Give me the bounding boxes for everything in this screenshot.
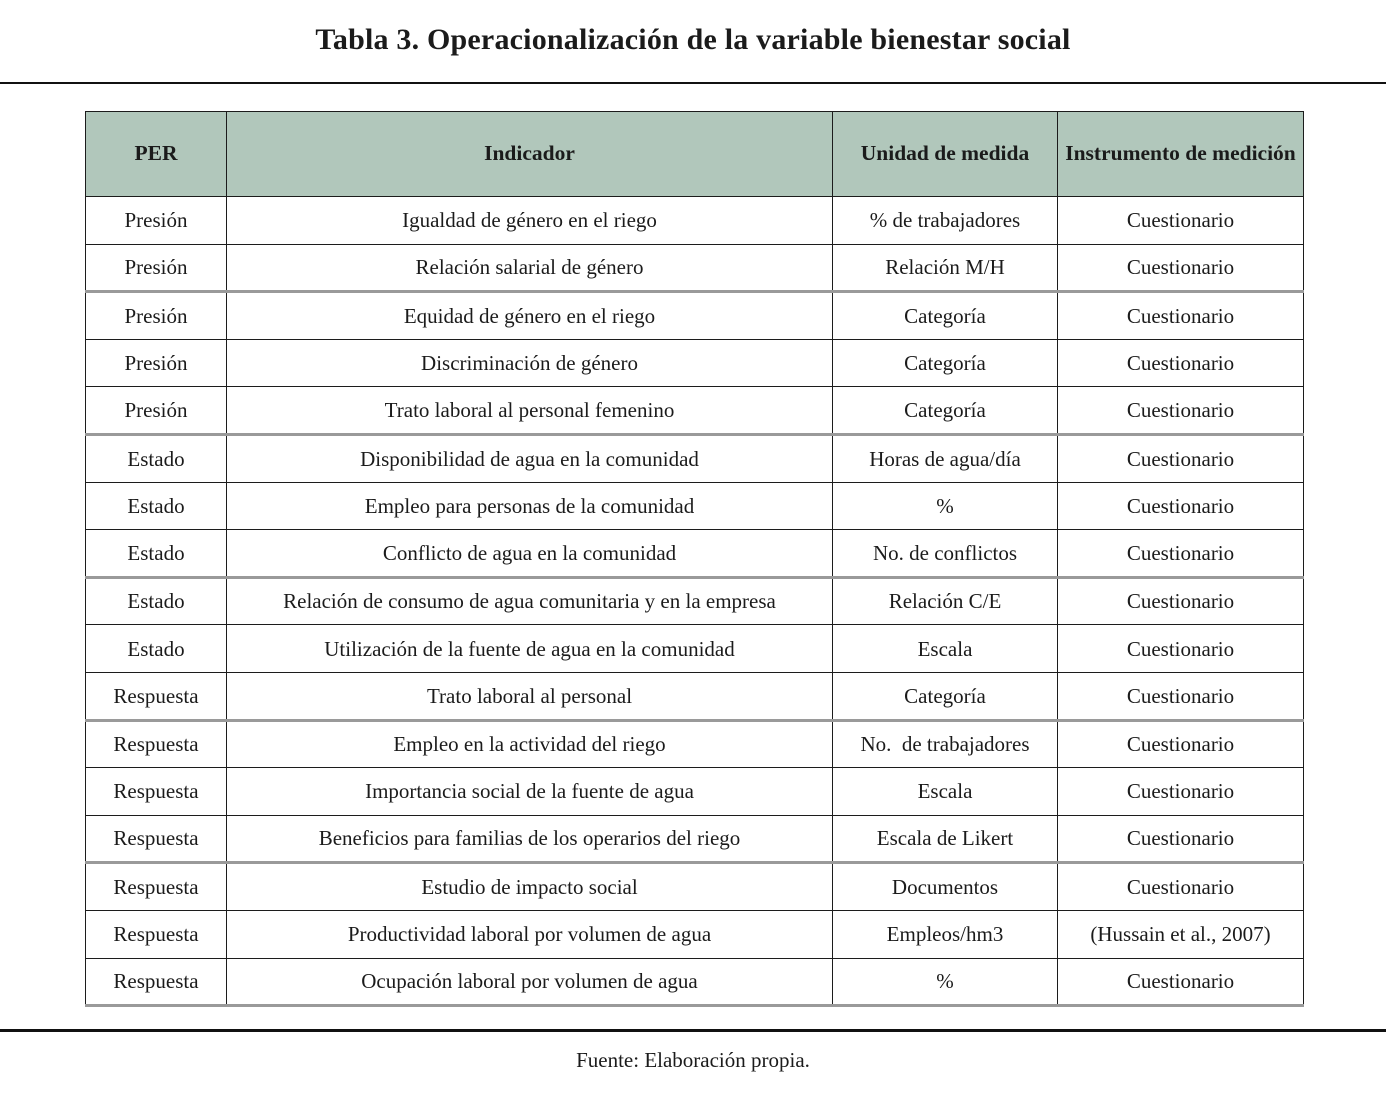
table-row: Presión Igualdad de género en el riego% d… — [85, 196, 1304, 245]
cell-per: Respuesta — [85, 671, 227, 722]
cell-per: Respuesta — [85, 814, 227, 865]
table-row: Respuesta Productividad laboral por volum… — [85, 909, 1304, 959]
cell-instrument: Cuestionario — [1057, 624, 1304, 673]
page-title: Tabla 3. Operacionalización de la variab… — [315, 23, 1071, 56]
cell-indicator: Disponibilidad de agua en la comunidad — [226, 433, 833, 483]
cell-unit: % — [832, 957, 1058, 1008]
cell-instrument: Cuestionario — [1057, 862, 1304, 911]
cell-indicator: Trato laboral al personal — [226, 671, 833, 722]
column-header-per: PER — [85, 111, 227, 197]
cell-unit: Escala — [832, 624, 1058, 673]
cell-instrument: Cuestionario — [1057, 719, 1304, 769]
cell-unit: Categoría — [832, 338, 1058, 388]
cell-instrument: Cuestionario — [1057, 957, 1304, 1008]
column-header-instrument: Instrumento de medición — [1057, 111, 1304, 197]
cell-indicator: Relación de consumo de agua comunitaria … — [226, 576, 833, 626]
cell-per: Estado — [85, 433, 227, 483]
cell-instrument: (Hussain et al., 2007) — [1057, 909, 1304, 959]
cell-indicator: Equidad de género en el riego — [226, 291, 833, 340]
cell-indicator: Relación salarial de género — [226, 243, 833, 294]
table-row: Estado Relación de consumo de agua comuni… — [85, 576, 1304, 626]
table-row: Estado Utilización de la fuente de agua e… — [85, 624, 1304, 673]
table-body: Presión Igualdad de género en el riego% d… — [85, 196, 1304, 1008]
cell-unit: Escala de Likert — [832, 814, 1058, 865]
cell-unit: Categoría — [832, 671, 1058, 722]
cell-indicator: Beneficios para familias de los operario… — [226, 814, 833, 865]
cell-indicator: Empleo para personas de la comunidad — [226, 481, 833, 531]
table-row: Respuesta Empleo en la actividad del rieg… — [85, 719, 1304, 769]
cell-indicator: Ocupación laboral por volumen de agua — [226, 957, 833, 1008]
table-row: Estado Conflicto de agua en la comunidad N… — [85, 529, 1304, 579]
table-row: Respuesta Trato laboral al personal Catego… — [85, 671, 1304, 722]
cell-indicator: Empleo en la actividad del riego — [226, 719, 833, 769]
cell-indicator: Importancia social de la fuente de agua — [226, 767, 833, 816]
table-row: Presión Discriminación de género Categoría… — [85, 338, 1304, 388]
cell-per: Estado — [85, 576, 227, 626]
source-note: Fuente: Elaboración propia. — [576, 1048, 810, 1072]
cell-unit: No. de conflictos — [832, 529, 1058, 579]
table-row: Presión Equidad de género en el riego Cate… — [85, 291, 1304, 340]
cell-indicator: Trato laboral al personal femenino — [226, 386, 833, 436]
cell-per: Respuesta — [85, 957, 227, 1008]
operationalization-table: PER Indicador Unidad de medida Instrumento … — [85, 111, 1304, 1008]
cell-instrument: Cuestionario — [1057, 671, 1304, 722]
table-row: Respuesta Ocupación laboral por volumen d… — [85, 957, 1304, 1008]
cell-unit: % de trabajadores — [832, 196, 1058, 245]
cell-indicator: Igualdad de género en el riego — [226, 196, 833, 245]
column-header-indicator: Indicador — [226, 111, 833, 197]
cell-unit: Categoría — [832, 291, 1058, 340]
cell-indicator: Utilización de la fuente de agua en la c… — [226, 624, 833, 673]
header-row: PER Indicador Unidad de medida Instrumento … — [85, 111, 1304, 197]
cell-instrument: Cuestionario — [1057, 767, 1304, 816]
cell-indicator: Productividad laboral por volumen de agu… — [226, 909, 833, 959]
cell-unit: Categoría — [832, 386, 1058, 436]
cell-instrument: Cuestionario — [1057, 196, 1304, 245]
cell-per: Respuesta — [85, 862, 227, 911]
cell-instrument: Cuestionario — [1057, 576, 1304, 626]
cell-instrument: Cuestionario — [1057, 291, 1304, 340]
cell-indicator: Estudio de impacto social — [226, 862, 833, 911]
cell-unit: Horas de agua/día — [832, 433, 1058, 483]
cell-instrument: Cuestionario — [1057, 338, 1304, 388]
cell-per: Respuesta — [85, 767, 227, 816]
cell-per: Estado — [85, 529, 227, 579]
cell-per: Presión — [85, 291, 227, 340]
cell-unit: Relación M/H — [832, 243, 1058, 294]
cell-per: Estado — [85, 481, 227, 531]
table-container: PER Indicador Unidad de medida Instrumento … — [85, 111, 1304, 1008]
cell-per: Respuesta — [85, 719, 227, 769]
cell-per: Respuesta — [85, 909, 227, 959]
cell-per: Presión — [85, 196, 227, 245]
cell-unit: No. de trabajadores — [832, 719, 1058, 769]
cell-per: Presión — [85, 386, 227, 436]
table-row: Respuesta Beneficios para familias de los… — [85, 814, 1304, 865]
cell-instrument: Cuestionario — [1057, 386, 1304, 436]
cell-indicator: Conflicto de agua en la comunidad — [226, 529, 833, 579]
cell-instrument: Cuestionario — [1057, 814, 1304, 865]
cell-instrument: Cuestionario — [1057, 433, 1304, 483]
cell-per: Presión — [85, 338, 227, 388]
table-row: Estado Disponibilidad de agua en la comun… — [85, 433, 1304, 483]
top-rule-divider — [0, 82, 1386, 84]
cell-unit: % — [832, 481, 1058, 531]
cell-unit: Escala — [832, 767, 1058, 816]
cell-instrument: Cuestionario — [1057, 481, 1304, 531]
table-row: Respuesta Estudio de impacto social Docume… — [85, 862, 1304, 911]
cell-unit: Empleos/hm3 — [832, 909, 1058, 959]
cell-instrument: Cuestionario — [1057, 529, 1304, 579]
bottom-rule-divider — [0, 1029, 1386, 1032]
table-row: Presión Trato laboral al personal femenin… — [85, 386, 1304, 436]
table-row: Respuesta Importancia social de la fuente… — [85, 767, 1304, 816]
cell-per: Presión — [85, 243, 227, 294]
table-row: Estado Empleo para personas de la comunid… — [85, 481, 1304, 531]
cell-unit: Documentos — [832, 862, 1058, 911]
cell-indicator: Discriminación de género — [226, 338, 833, 388]
cell-instrument: Cuestionario — [1057, 243, 1304, 294]
column-header-unit: Unidad de medida — [832, 111, 1058, 197]
table-row: Presión Relación salarial de género Relaci… — [85, 243, 1304, 294]
cell-unit: Relación C/E — [832, 576, 1058, 626]
cell-per: Estado — [85, 624, 227, 673]
